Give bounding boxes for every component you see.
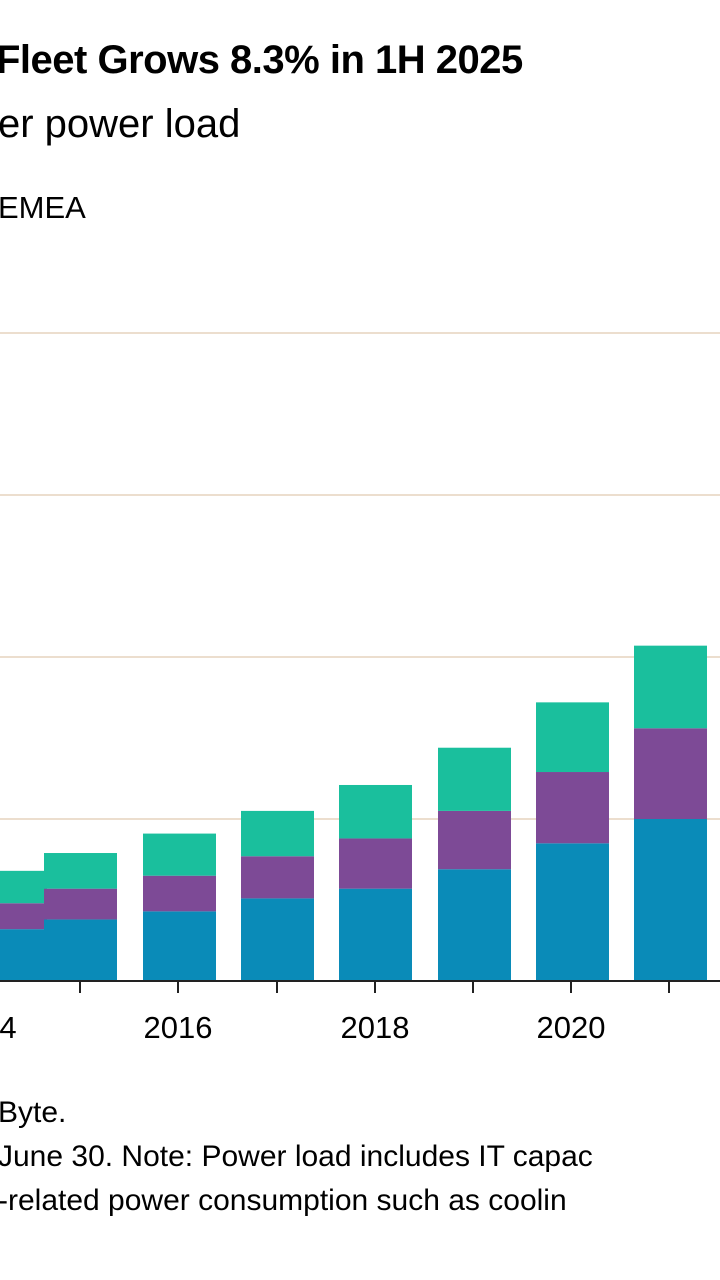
bar-segment	[438, 810, 511, 870]
x-tick-label: 4	[0, 1010, 17, 1045]
footnote-line-2: June 30. Note: Power load includes IT ca…	[0, 1140, 593, 1173]
bar-segment	[44, 853, 117, 889]
bar-segment	[143, 875, 216, 912]
bar-segment	[241, 898, 314, 981]
chart-subtitle: er power load	[0, 102, 241, 146]
source-note: Byte.	[0, 1096, 67, 1129]
bar-segment	[536, 702, 609, 773]
bar-segment	[0, 903, 47, 930]
bar-segment	[634, 819, 707, 981]
stacked-bar-chart: 4 2016 2018 2020	[0, 332, 720, 1045]
bar-segment	[634, 645, 707, 729]
bar-segment	[634, 728, 707, 819]
x-tick-label: 2016	[144, 1010, 213, 1045]
bar-segment	[241, 810, 314, 857]
bar-segment	[44, 888, 117, 920]
bar-segment	[0, 870, 47, 904]
x-tick-label: 2018	[341, 1010, 410, 1045]
x-tick-label: 2020	[537, 1010, 606, 1045]
bar-segment	[339, 784, 412, 839]
chart-title: Fleet Grows 8.3% in 1H 2025	[0, 38, 523, 82]
bar-segment	[143, 833, 216, 876]
bar-segment	[438, 869, 511, 981]
bar-segment	[339, 838, 412, 889]
bar-segment	[536, 772, 609, 844]
bar-segment	[0, 929, 47, 981]
bar-segment	[241, 856, 314, 899]
bar-segment	[143, 911, 216, 981]
footnote-line-3: -related power consumption such as cooli…	[0, 1184, 567, 1217]
bar-segment	[536, 843, 609, 981]
bar-segment	[44, 919, 117, 981]
bar-segment	[339, 888, 412, 981]
bar-segment	[438, 747, 511, 811]
legend-label: EMEA	[0, 190, 86, 225]
